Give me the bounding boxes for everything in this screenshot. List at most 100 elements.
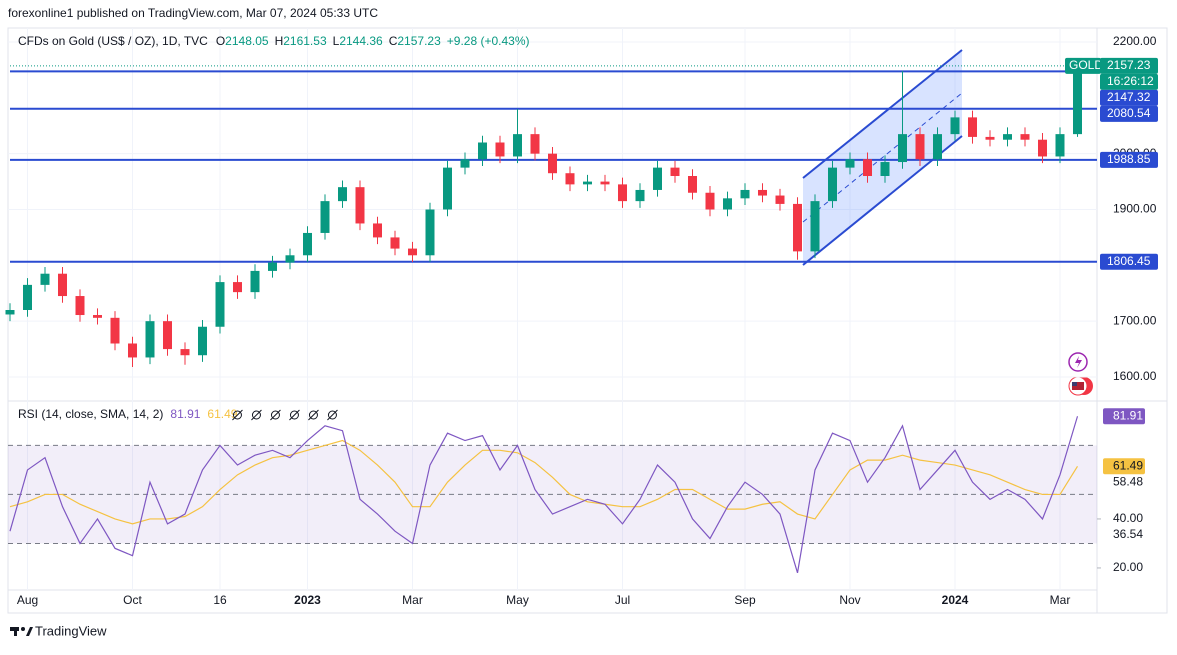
candle-body (443, 167, 452, 210)
candle-body (723, 198, 732, 210)
x-tick-label: Aug (17, 593, 38, 607)
channel-mid (802, 92, 963, 223)
ohlc-key: C (389, 34, 398, 48)
candle-body (75, 296, 85, 316)
hidden-value-icon (270, 410, 280, 420)
candle-body (968, 117, 977, 137)
hidden-value-icon (308, 410, 318, 420)
candle-body (688, 176, 697, 193)
candle-body (513, 134, 522, 157)
candle-body (1055, 134, 1065, 157)
candle-body (705, 192, 715, 210)
candle-body (863, 159, 872, 177)
candle-body (163, 321, 172, 350)
candle-body (758, 189, 767, 196)
candle-body (600, 181, 610, 185)
ohlc-value: 2144.36 (339, 34, 383, 48)
candle-body (950, 117, 960, 135)
level-label-box (1100, 89, 1158, 106)
legend-title: CFDs on Gold (US$ / OZ), 1D, TVC (18, 34, 208, 48)
side-icons (1068, 352, 1093, 396)
candle-body (285, 255, 295, 263)
y-tick-label: 40.00 (1113, 511, 1143, 525)
hidden-value-icon (289, 410, 299, 420)
x-tick-label: May (506, 593, 529, 607)
rsi-line (9, 439, 1079, 525)
x-tick-label: Nov (839, 593, 860, 607)
candle-body (478, 142, 487, 160)
candle-body (250, 270, 260, 293)
candle-body (5, 309, 15, 315)
candle-body (793, 203, 802, 252)
chart-frame (7, 27, 1168, 614)
candle-body (548, 153, 557, 174)
ohlc-key: O (216, 34, 225, 48)
candle-body (233, 282, 242, 293)
legend-title: RSI (14, close, SMA, 14, 2) (18, 407, 163, 421)
candle-body (775, 195, 785, 204)
candle-body (198, 326, 207, 356)
y-tick-label: 20.00 (1113, 560, 1143, 574)
hidden-value-icon (327, 410, 337, 420)
level-label-box (1100, 253, 1158, 270)
x-tick-label: 16 (213, 593, 227, 607)
rsi-legend: RSI (14, close, SMA, 14, 2) 81.91 61.49 (18, 407, 238, 421)
hidden-value-icon (251, 410, 261, 420)
hidden-value-icon (270, 409, 281, 421)
level-label-box (1100, 151, 1158, 168)
ohlc-value: 2161.53 (283, 34, 327, 48)
candle-body (110, 317, 120, 344)
rsi-value-box (1103, 458, 1145, 475)
ohlc-value: 2157.23 (397, 34, 441, 48)
candle-body (355, 187, 365, 224)
hidden-value-icon (251, 409, 262, 421)
x-tick-label: Mar (1050, 593, 1071, 607)
x-tick-label: Mar (402, 593, 423, 607)
rsi-pane (8, 416, 1101, 574)
rsi-axis-label: 61.49 (1113, 458, 1143, 472)
candle-body (145, 321, 155, 358)
candle-body (1073, 65, 1082, 135)
candle-body (373, 223, 382, 238)
symbol-box (1065, 57, 1101, 74)
level-label: 2080.54 (1107, 106, 1151, 120)
hidden-value-icon (289, 409, 300, 421)
candle-body (880, 162, 890, 177)
candle-body (583, 181, 592, 185)
candle-body (565, 173, 575, 185)
candle-body (653, 167, 662, 190)
candle-body (1020, 134, 1030, 140)
last-price-label-box (1100, 57, 1158, 74)
change-value: +9.28 (+0.43%) (447, 34, 530, 48)
candle-body (215, 282, 225, 327)
rsi-line (9, 416, 1079, 574)
y-tick-label: 1900.00 (1113, 202, 1157, 216)
candle-body (495, 142, 505, 157)
hidden-value-icon (232, 409, 243, 421)
candle-body (40, 273, 50, 285)
level-label: 2147.32 (1107, 90, 1151, 104)
candle-body (320, 201, 330, 233)
x-tick-label: 2024 (942, 593, 969, 607)
candle-body (740, 189, 750, 199)
hidden-value-icon (327, 409, 338, 421)
hidden-value-icon (232, 410, 242, 420)
candle-body (635, 189, 645, 202)
ohlc-value: 2148.05 (225, 34, 269, 48)
x-tick-label: Jul (615, 593, 630, 607)
candle-body (1003, 134, 1012, 140)
rsi-axis-label: 81.91 (1113, 408, 1143, 422)
hidden-value-icon (308, 409, 319, 421)
rsi-axis-label: 58.48 (1113, 474, 1143, 488)
candle-body (303, 232, 312, 256)
level-label: 1988.85 (1107, 152, 1151, 166)
candle-body (845, 159, 855, 168)
candle-body (23, 284, 32, 310)
candle-body (915, 134, 925, 160)
candle-body (898, 134, 907, 163)
ohlc-key: H (275, 34, 284, 48)
legend-value: 61.49 (207, 407, 237, 421)
